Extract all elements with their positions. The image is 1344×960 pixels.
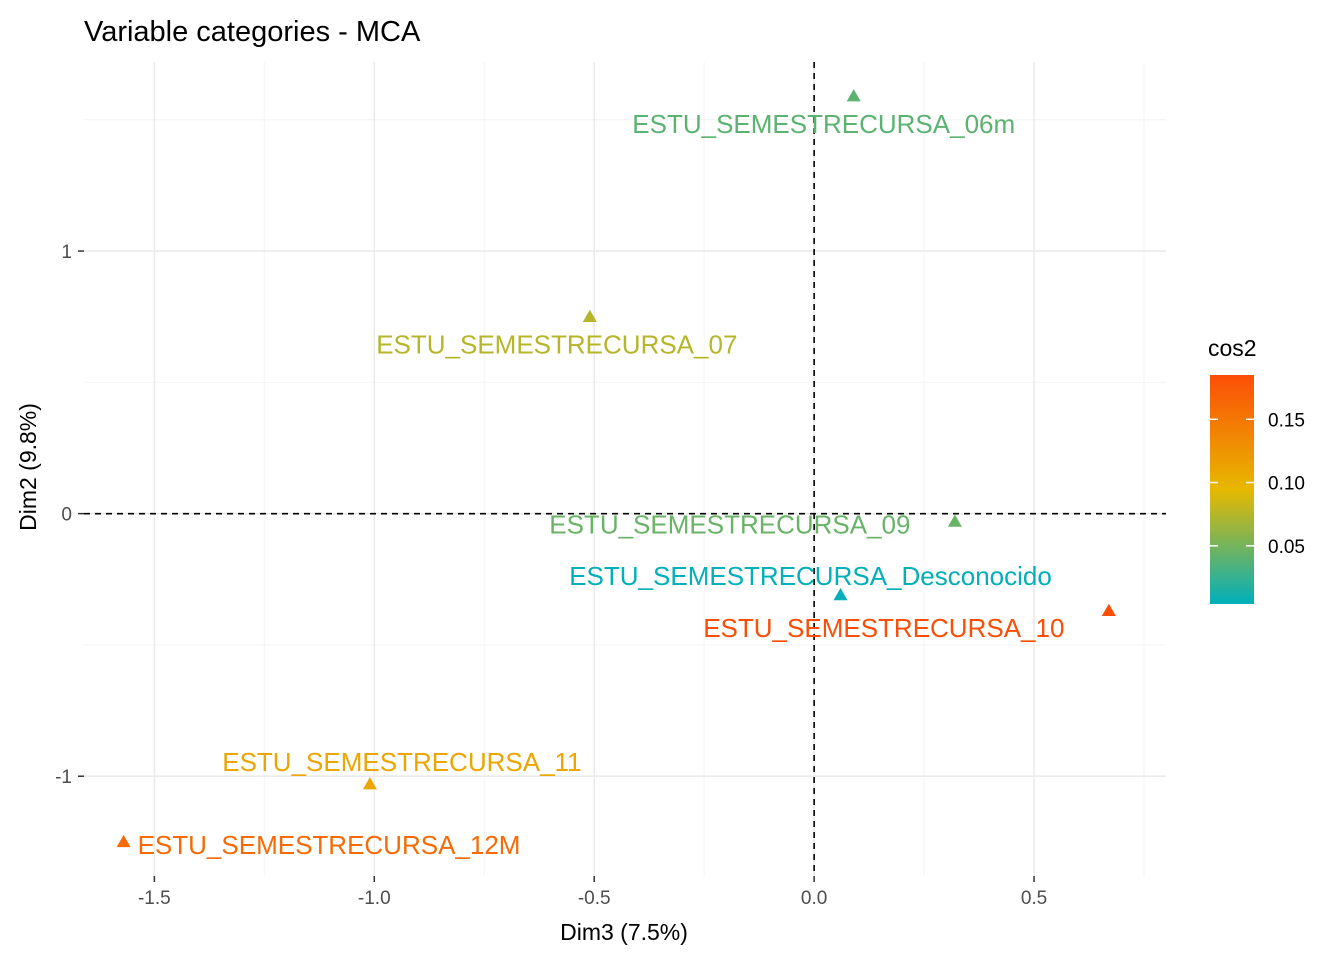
point-label: ESTU_SEMESTRECURSA_10	[703, 613, 1064, 643]
data-point	[1101, 603, 1116, 617]
y-tick-label: 1	[61, 242, 72, 263]
y-axis: -1 0 1	[55, 242, 84, 788]
legend-title: cos2	[1208, 335, 1257, 361]
point-label: ESTU_SEMESTRECURSA_11	[222, 747, 581, 777]
point-labels: ESTU_SEMESTRECURSA_06m ESTU_SEMESTRECURSA…	[138, 109, 1065, 860]
reference-lines	[84, 62, 1166, 876]
y-axis-title: Dim2 (9.8%)	[15, 403, 41, 531]
point-label: ESTU_SEMESTRECURSA_09	[549, 510, 910, 540]
point-label: ESTU_SEMESTRECURSA_Desconocido	[569, 561, 1052, 591]
y-tick-label: -1	[55, 767, 72, 788]
data-point	[582, 309, 597, 322]
data-point	[116, 834, 131, 848]
x-axis: -1.5 -1.0 -0.5 0.0 0.5	[138, 876, 1047, 909]
point-label: ESTU_SEMESTRECURSA_12M	[138, 830, 521, 860]
x-axis-title: Dim3 (7.5%)	[560, 919, 688, 945]
y-tick-label: 0	[61, 505, 72, 526]
x-tick-label: 0.0	[801, 888, 827, 909]
data-point	[846, 89, 861, 102]
legend-tick-label: 0.05	[1268, 537, 1305, 558]
x-tick-label: -1.0	[358, 888, 391, 909]
legend-tick-label: 0.15	[1268, 410, 1305, 431]
data-point	[833, 588, 848, 601]
point-label: ESTU_SEMESTRECURSA_07	[376, 330, 737, 360]
chart-title: Variable categories - MCA	[84, 16, 421, 48]
data-point	[362, 777, 377, 790]
x-tick-label: -0.5	[578, 888, 611, 909]
data-point	[947, 514, 962, 527]
x-tick-label: -1.5	[138, 888, 171, 909]
grid-minor	[84, 62, 1166, 876]
legend-tick-label: 0.10	[1268, 474, 1305, 495]
x-tick-label: 0.5	[1021, 888, 1047, 909]
legend-colorbar	[1210, 375, 1254, 604]
data-points	[116, 89, 1116, 848]
point-label: ESTU_SEMESTRECURSA_06m	[632, 109, 1015, 139]
legend: cos2 0.05 0.10 0.15	[1208, 335, 1305, 604]
